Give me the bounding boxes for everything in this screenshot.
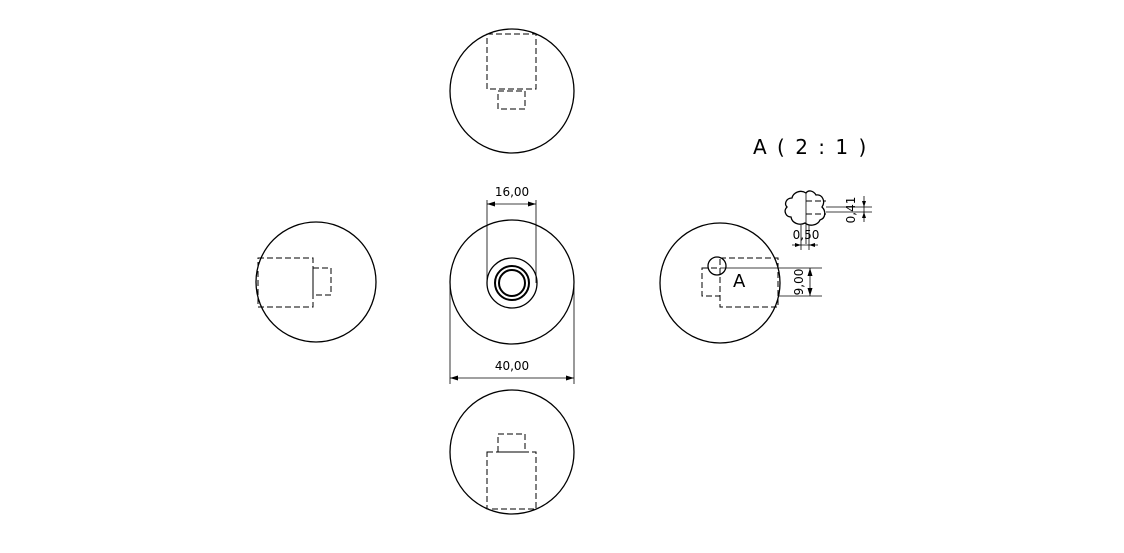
left-view: [255, 221, 377, 343]
dimension-40: 40,00: [449, 282, 575, 384]
dim-40-arrow-right: [566, 375, 574, 381]
front-view: [449, 219, 575, 345]
dim-9-arrow-top: [807, 268, 813, 276]
left-view-hidden-body: [257, 257, 314, 308]
detail-a: A ( 2 : 1 ) 0,50 0,41: [753, 135, 872, 250]
bottom-view: [449, 389, 575, 515]
top-view-hidden-body: [486, 33, 537, 90]
dim-9-arrow-bottom: [807, 288, 813, 296]
left-view-hidden-pin: [312, 267, 332, 296]
bottom-view-hidden-body: [486, 451, 537, 510]
dim-16-text: 16,00: [495, 185, 529, 199]
detail-a-marker-label: A: [733, 271, 746, 292]
dimension-9: 9,00: [720, 267, 822, 297]
dim-40-text: 40,00: [495, 359, 529, 373]
top-view-hidden-pin: [497, 90, 526, 110]
top-view: [449, 28, 575, 154]
left-view-outline: [255, 221, 377, 343]
dim-9-text: 9,00: [792, 269, 806, 296]
right-view-outline: [659, 222, 781, 344]
dim-050-text: 0,50: [793, 228, 820, 242]
dim-041-text: 0,41: [844, 197, 858, 224]
front-view-outline: [449, 219, 575, 345]
detail-a-marker-circle: [707, 256, 727, 276]
dim-050-arrow-left: [795, 243, 801, 247]
dimension-16: 16,00: [486, 185, 537, 283]
dim-40-arrow-left: [450, 375, 458, 381]
dim-16-arrow-right: [528, 201, 536, 207]
top-view-outline: [449, 28, 575, 154]
dim-041-arrow-top: [862, 201, 866, 207]
dim-050-arrow-right: [809, 243, 815, 247]
front-view-pin-inner: [498, 269, 526, 297]
detail-title: A ( 2 : 1 ): [753, 135, 868, 159]
right-view-hidden-body: [719, 257, 779, 308]
bottom-view-hidden-pin: [497, 433, 526, 453]
dim-16-arrow-left: [487, 201, 495, 207]
right-view: A: [659, 222, 781, 344]
dim-041-arrow-bottom: [862, 212, 866, 218]
detail-outline-broken: [784, 190, 826, 226]
bottom-view-outline: [449, 389, 575, 515]
right-view-hidden-pin: [701, 267, 721, 297]
front-view-pin-outer: [494, 265, 530, 301]
